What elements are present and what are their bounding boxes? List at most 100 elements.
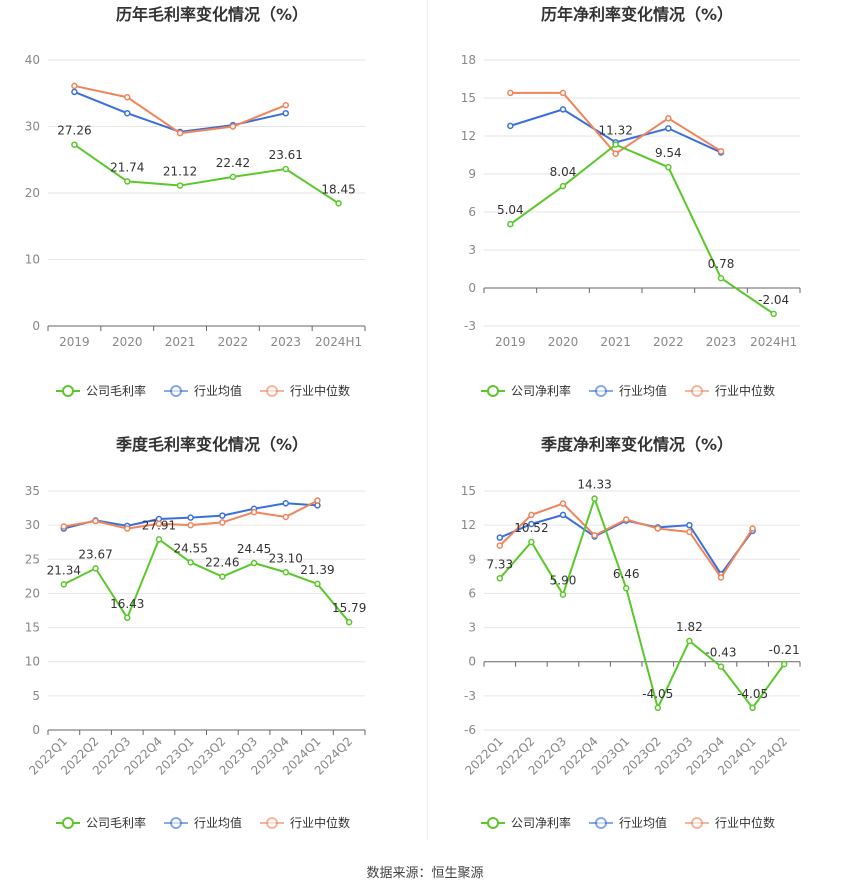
data-label: 21.12: [163, 165, 197, 179]
data-point-company: [559, 591, 567, 598]
data-point-avg: [71, 88, 78, 96]
series-line-company: [499, 495, 786, 711]
data-point-company: [282, 165, 289, 173]
data-label: 27.91: [142, 518, 176, 532]
y-tick-label: 6: [468, 205, 476, 219]
data-point-company: [507, 220, 514, 228]
legend-marker-avg: [595, 817, 607, 829]
x-tick-label: 2021: [600, 335, 631, 349]
x-tick-label: 2019: [59, 335, 90, 349]
data-point-avg: [282, 500, 289, 507]
legend-marker-company: [487, 385, 499, 397]
legend-label: 公司净利率: [511, 383, 571, 398]
legend-label: 行业中位数: [715, 383, 775, 398]
legend-label: 公司净利率: [511, 815, 571, 830]
legend-marker-avg: [595, 385, 607, 397]
data-label: 24.45: [237, 542, 271, 556]
y-tick-label: 9: [468, 552, 476, 566]
y-tick-label: 20: [25, 586, 40, 600]
y-tick-label: -3: [464, 689, 476, 703]
y-tick-label: -6: [464, 723, 476, 737]
x-tick-label: 2022: [218, 335, 249, 349]
data-label: 15.79: [332, 601, 366, 615]
data-point-company: [717, 274, 725, 282]
data-label: 21.39: [300, 563, 334, 577]
data-point-company: [219, 573, 226, 580]
data-label: 9.54: [655, 146, 682, 160]
data-point-company: [665, 163, 672, 171]
chart-title: 季度毛利率变化情况（%）: [115, 435, 308, 454]
data-point-company: [780, 660, 788, 668]
data-label: 22.46: [205, 556, 239, 570]
legend-label: 行业均值: [619, 815, 667, 830]
data-point-avg: [496, 534, 504, 541]
chart-title: 历年毛利率变化情况（%）: [116, 5, 308, 24]
legend-marker-company: [62, 385, 74, 397]
x-tick-label: 2020: [112, 335, 143, 349]
data-point-company: [749, 704, 756, 712]
x-tick-label: 2022: [653, 335, 684, 349]
data-label: 5.90: [550, 574, 577, 588]
x-tick-label: 2020: [548, 335, 579, 349]
y-tick-label: 30: [25, 120, 40, 134]
data-point-company: [654, 704, 662, 712]
x-tick-label: 2023: [270, 335, 301, 349]
data-point-company: [176, 182, 184, 189]
data-point-company: [528, 538, 535, 546]
data-label: -0.21: [769, 643, 800, 657]
series-line-company: [73, 143, 340, 205]
data-point-median: [622, 516, 630, 523]
y-tick-label: -3: [464, 319, 476, 333]
data-label: 1.82: [676, 620, 703, 634]
data-point-company: [335, 200, 342, 207]
legend-marker-median: [691, 385, 703, 397]
chart-panel-annual-gross-margin: 历年毛利率变化情况（%） 0 10 20 30 40 2019 2020 2021 2022 202…: [0, 0, 425, 430]
data-label: 0.78: [708, 257, 735, 271]
data-point-median: [219, 519, 226, 526]
data-point-company: [496, 575, 504, 582]
y-tick-label: 18: [461, 53, 476, 67]
data-point-company: [155, 536, 163, 543]
data-point-median: [155, 520, 163, 528]
data-point-company: [559, 182, 567, 190]
data-label: 14.33: [577, 478, 611, 492]
data-point-avg: [528, 520, 535, 528]
data-point-median: [60, 523, 68, 530]
data-point-median: [528, 511, 535, 519]
data-label: 18.45: [321, 182, 355, 196]
data-label: -4.05: [737, 687, 768, 701]
data-point-avg: [124, 109, 131, 117]
data-point-company: [124, 178, 131, 185]
x-tick-label: 2021: [165, 335, 196, 349]
y-tick-label: 6: [468, 586, 476, 600]
data-point-median: [124, 525, 131, 532]
legend-marker-median: [691, 817, 703, 829]
y-tick-label: 15: [25, 621, 40, 635]
legend-label: 行业均值: [194, 815, 242, 830]
legend-label: 公司毛利率: [86, 383, 146, 398]
data-point-company: [250, 559, 258, 567]
data-point-median: [717, 147, 725, 155]
data-point-median: [124, 93, 131, 101]
legend-label: 行业中位数: [290, 383, 350, 398]
data-point-median: [314, 497, 321, 504]
data-point-company: [314, 580, 321, 588]
y-tick-label: 20: [25, 186, 40, 200]
chart-panel-quarterly-net-margin: 季度净利率变化情况（%） -6 -3 0 3 6 9 12 15 2022Q1 2022Q2 2022…: [425, 430, 850, 860]
y-tick-label: 15: [461, 91, 476, 105]
y-tick-label: 3: [468, 243, 476, 257]
series-line-company: [63, 537, 350, 623]
data-point-avg: [686, 521, 693, 529]
data-point-avg: [282, 109, 289, 117]
chart-annual-net-margin: 历年净利率变化情况（%） -3 0 3 6 9 12 15 18 2019 2020 2021 2022…: [461, 5, 801, 398]
data-label: 16.43: [110, 597, 144, 611]
data-label: -0.43: [705, 646, 736, 660]
data-point-company: [622, 584, 630, 592]
data-point-median: [749, 525, 756, 532]
data-point-company: [92, 565, 99, 572]
data-point-median: [282, 101, 289, 109]
data-point-avg: [187, 514, 194, 521]
chart-quarterly-gross-margin: 季度毛利率变化情况（%）051015202530352022Q12022Q220…: [25, 435, 367, 830]
data-point-median: [717, 574, 725, 581]
data-point-median: [176, 129, 184, 137]
